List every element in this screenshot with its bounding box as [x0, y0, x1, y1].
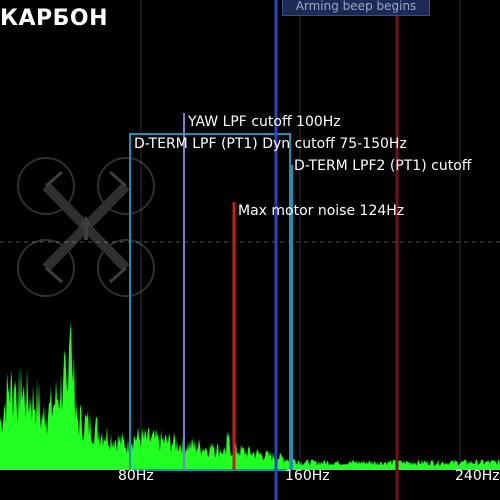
filter-markers: [129, 0, 399, 500]
x-tick-240hz: 240Hz: [455, 468, 500, 484]
craft-name: КАРБОН: [0, 6, 109, 31]
grid: [0, 0, 500, 470]
x-tick-160hz: 160Hz: [285, 468, 330, 484]
x-tick-80hz: 80Hz: [118, 468, 154, 484]
dterm-lpf-pt1-label: D-TERM LPF (PT1) Dyn cutoff 75-150Hz: [134, 136, 407, 152]
quad-orientation-icon: [17, 157, 155, 297]
max-motor-noise-label: Max motor noise 124Hz: [238, 203, 405, 219]
dterm-lpf2-label: D-TERM LPF2 (PT1) cutoff: [294, 158, 472, 174]
spectrum-fill: [0, 322, 500, 470]
yaw-lpf-label: YAW LPF cutoff 100Hz: [188, 114, 341, 130]
arming-beep-tooltip: Arming beep begins: [282, 0, 430, 16]
